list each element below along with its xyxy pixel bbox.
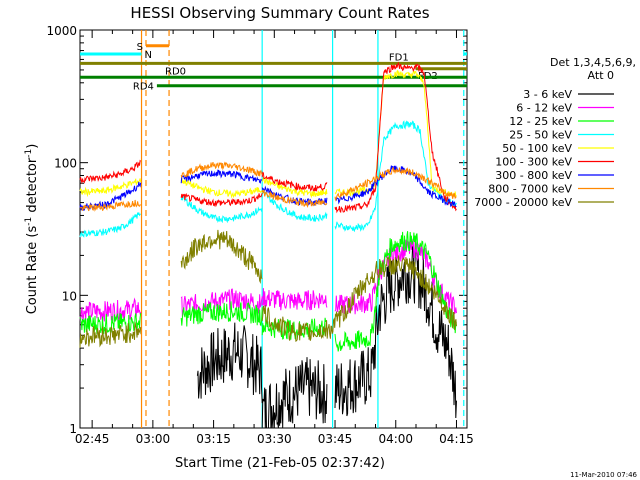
series-line — [180, 301, 263, 327]
series-line — [261, 189, 328, 223]
series-line — [261, 288, 328, 311]
x-tick-label: 03:00 — [136, 432, 171, 446]
axis-ticks: 02:45 03:00 03:15 03:30 03:45 04:00 04:15 1 10 10… — [46, 24, 473, 446]
series-line — [334, 166, 457, 202]
series-line — [79, 199, 142, 212]
y-axis-label: Count Rate (s-1 detector-1) — [24, 144, 40, 315]
series-line — [79, 159, 142, 185]
legend-label: 100 - 300 keV — [495, 156, 572, 169]
series-line — [334, 69, 457, 198]
y-axis-label-sup1: -1 — [24, 217, 34, 226]
series-line — [261, 171, 328, 192]
legend-label: 50 - 100 keV — [502, 142, 572, 155]
series-line — [334, 165, 457, 208]
chart-title: HESSI Observing Summary Count Rates — [130, 4, 429, 22]
flag-label: S — [137, 42, 143, 53]
legend-label: 3 - 6 keV — [523, 88, 572, 101]
flag-label: N — [145, 50, 152, 61]
series-line — [180, 192, 263, 208]
y-axis-label-start: Count Rate (s — [25, 226, 40, 315]
legend-header-line1: Det 1,3,4,5,6,9, — [550, 56, 636, 69]
series-line — [180, 161, 263, 178]
series-line — [334, 231, 457, 352]
series-line — [261, 189, 328, 208]
attenuator-lines — [140, 30, 465, 428]
y-tick-label: 1000 — [46, 24, 77, 38]
flag-label: RD4 — [133, 82, 154, 93]
series-line — [180, 169, 263, 184]
series-line — [79, 212, 141, 238]
legend-label: 25 - 50 keV — [509, 129, 572, 142]
series-line — [79, 297, 142, 323]
legend-label: 12 - 25 keV — [509, 115, 572, 128]
series-line — [261, 357, 328, 429]
x-tick-label: 03:30 — [257, 432, 292, 446]
flag-label: FD1 — [389, 52, 409, 63]
legend-label: 7000 - 20000 keV — [474, 196, 572, 209]
flag-bars: SNFD1FD2RD0RD4 — [80, 42, 467, 93]
y-tick-label: 100 — [54, 157, 77, 171]
y-tick-label: 1 — [69, 422, 77, 436]
y-axis-label-sup2: -1 — [24, 149, 34, 158]
series-line — [261, 305, 332, 343]
y-tick-label: 10 — [62, 289, 77, 303]
x-tick-label: 03:45 — [318, 432, 353, 446]
x-tick-label: 04:15 — [439, 432, 474, 446]
x-tick-label: 04:00 — [378, 432, 413, 446]
series-line — [180, 288, 263, 317]
series-line — [79, 178, 142, 198]
series-line — [196, 322, 263, 404]
legend-label: 800 - 7000 keV — [488, 183, 572, 196]
x-tick-label: 03:15 — [196, 432, 231, 446]
series-line — [180, 229, 263, 285]
series-line — [261, 176, 328, 199]
y-axis-label-mid: detector — [25, 157, 40, 217]
legend-label: 6 - 12 keV — [516, 102, 572, 115]
flag-label: RD0 — [165, 66, 186, 77]
series-group — [79, 61, 457, 429]
legend-header-line2: Att 0 — [588, 69, 614, 82]
x-axis-label: Start Time (21-Feb-05 02:37:42) — [175, 456, 385, 471]
series-line — [180, 194, 263, 224]
timestamp: 11-Mar-2010 07:46 — [570, 471, 637, 479]
series-line — [330, 255, 457, 334]
y-axis-label-end: ) — [25, 144, 40, 149]
series-line — [334, 61, 457, 214]
legend-label: 300 - 800 keV — [495, 169, 572, 182]
series-line — [79, 322, 142, 348]
x-tick-label: 02:45 — [75, 432, 110, 446]
series-line — [180, 177, 263, 199]
